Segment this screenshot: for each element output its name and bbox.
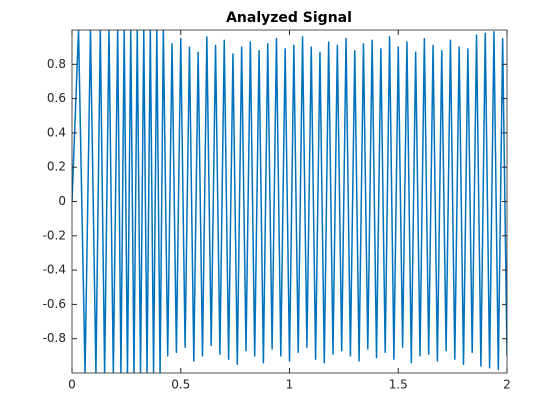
y-tick-label: 0.2 xyxy=(47,160,66,174)
y-tick-label: -0.4 xyxy=(43,263,66,277)
x-tick-label: 1 xyxy=(286,378,294,392)
y-tick-label: -0.2 xyxy=(43,228,66,242)
chart-title: Analyzed Signal xyxy=(226,10,352,26)
x-tick-label: 2 xyxy=(503,378,511,392)
y-tick-label: -0.6 xyxy=(43,297,66,311)
y-tick-label: 0.8 xyxy=(47,57,66,71)
x-tick-label: 1.5 xyxy=(389,378,408,392)
x-tick-label: 0 xyxy=(68,378,76,392)
signal-line xyxy=(72,30,507,373)
y-tick-label: -0.8 xyxy=(43,331,66,345)
y-tick-label: 0.6 xyxy=(47,91,66,105)
y-tick-label: 0.4 xyxy=(47,125,66,139)
plot xyxy=(72,30,507,373)
x-tick-label: 0.5 xyxy=(171,378,190,392)
y-tick-label: 0 xyxy=(58,194,66,208)
